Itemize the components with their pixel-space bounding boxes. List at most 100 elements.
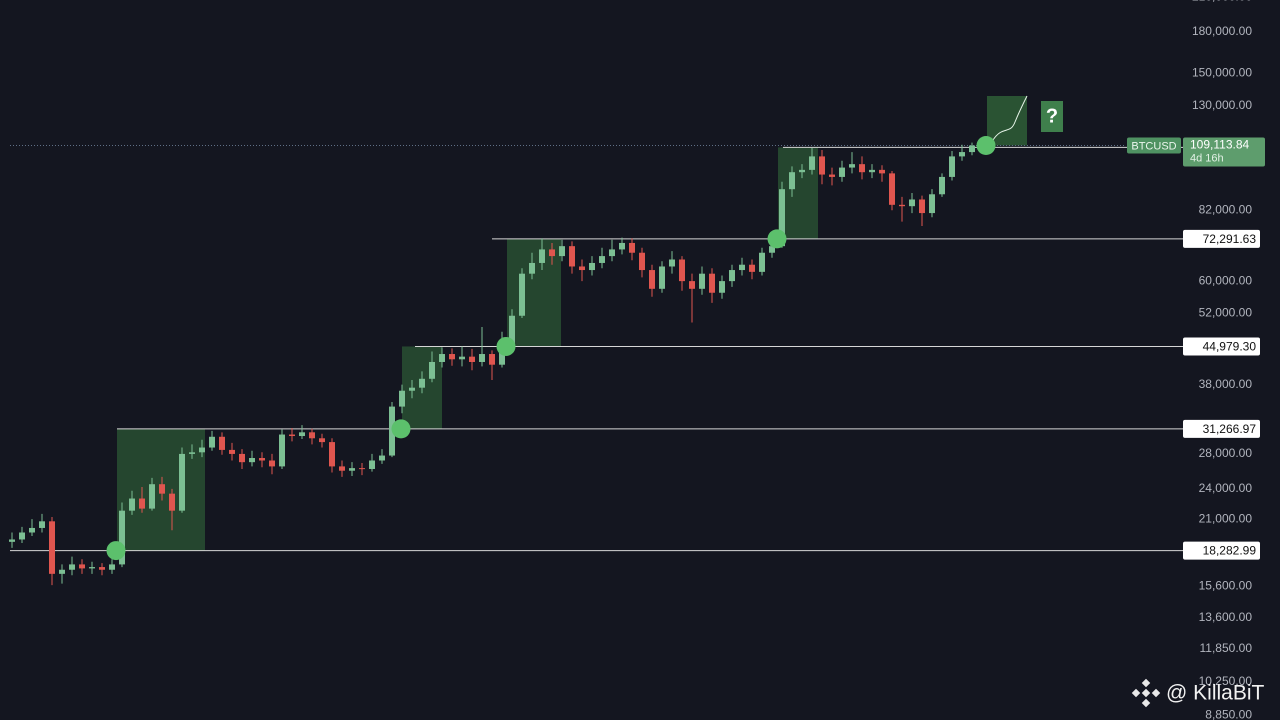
candle-body <box>69 564 75 570</box>
candle-body <box>499 346 505 365</box>
y-tick-label: 11,850.00 <box>1200 641 1253 655</box>
candle-body <box>349 468 355 471</box>
candle-body <box>399 390 405 407</box>
candle-body <box>549 249 555 257</box>
candle-body <box>119 510 125 565</box>
candle-body <box>139 498 145 509</box>
candle-body <box>59 569 65 574</box>
candle-body <box>759 252 765 272</box>
y-tick-label: 8,850.00 <box>1205 707 1252 720</box>
candle-body <box>179 453 185 511</box>
candle-body <box>29 527 35 533</box>
candle-body <box>289 434 295 437</box>
candle-body <box>129 498 135 511</box>
candle-body <box>789 172 795 190</box>
candle-body <box>969 145 975 153</box>
y-tick-label: 21,000.00 <box>1199 511 1253 525</box>
candle-body <box>409 387 415 391</box>
candle-body <box>9 539 15 542</box>
candle-body <box>319 438 325 443</box>
candle-body <box>569 246 575 267</box>
y-tick-label: 180,000.00 <box>1192 24 1252 38</box>
candle-body <box>899 204 905 207</box>
y-tick-label: 28,000.00 <box>1199 446 1253 460</box>
candle-body <box>509 315 515 347</box>
plot-front: 210,000.00 180,000.00 150,000.00 130,000.00… <box>106 0 1265 720</box>
candle-body <box>189 452 195 454</box>
candle-body <box>329 442 335 467</box>
candle-body <box>929 194 935 214</box>
y-tick-label: 130,000.00 <box>1192 98 1252 112</box>
candle-body <box>109 564 115 570</box>
level-label: 31,266.97 <box>1203 422 1257 436</box>
y-tick-label: 210,000.00 <box>1192 0 1252 3</box>
candle-body <box>519 273 525 316</box>
candle-body <box>659 266 665 289</box>
candle-body <box>369 460 375 469</box>
candle-body <box>559 246 565 257</box>
level-label: 18,282.99 <box>1203 544 1257 558</box>
level-label-box <box>1183 419 1260 438</box>
candle-body <box>729 270 735 282</box>
candle-body <box>539 249 545 263</box>
candle-body <box>19 532 25 540</box>
breakout-marker <box>391 419 411 439</box>
candle-body <box>859 164 865 173</box>
candle-body <box>209 436 215 448</box>
candle-body <box>619 242 625 250</box>
annotation-box <box>1041 101 1063 132</box>
watermark-text: @ KillaBiT <box>1166 682 1265 705</box>
candle-body <box>89 567 95 569</box>
y-tick-label: 52,000.00 <box>1199 306 1253 320</box>
candle-body <box>149 484 155 509</box>
symbol-tag <box>1127 137 1181 154</box>
candle-body <box>849 164 855 168</box>
y-tick-label: 82,000.00 <box>1199 202 1253 216</box>
candle-body <box>819 156 825 175</box>
candle-body <box>159 484 165 494</box>
candle-body <box>579 266 585 271</box>
candle-body <box>829 174 835 177</box>
candle-body <box>839 167 845 177</box>
price-tag <box>1183 137 1265 167</box>
breakout-marker <box>767 229 787 249</box>
candle-body <box>779 189 785 247</box>
candle-body <box>359 468 365 470</box>
candle-body <box>339 466 345 471</box>
level-label-box <box>1183 541 1260 560</box>
candle-body <box>419 378 425 388</box>
candle-body <box>199 447 205 453</box>
candle-body <box>219 436 225 450</box>
candle-body <box>699 273 705 289</box>
candle-body <box>889 173 895 205</box>
candle-body <box>469 356 475 362</box>
y-tick-label: 38,000.00 <box>1199 377 1253 391</box>
candle-body <box>429 361 435 379</box>
projection-box <box>987 96 1027 146</box>
y-tick-label: 15,600.00 <box>1199 579 1253 593</box>
candle-body <box>749 264 755 272</box>
candle-body <box>629 242 635 253</box>
candle-body <box>959 152 965 157</box>
candle-body <box>269 460 275 467</box>
breakout-marker <box>106 541 126 561</box>
candle-body <box>719 281 725 293</box>
candle-body <box>909 199 915 207</box>
candle-body <box>459 356 465 360</box>
level-label: 72,291.63 <box>1203 232 1257 246</box>
candle-body <box>79 564 85 569</box>
candle-body <box>479 354 485 362</box>
candle-body <box>869 169 875 173</box>
y-tick-label: 13,600.00 <box>1199 610 1253 624</box>
projection-arrow <box>992 95 1028 141</box>
candle-body <box>249 458 255 463</box>
candle-body <box>589 262 595 271</box>
candle-body <box>439 354 445 362</box>
candle-body <box>239 453 245 463</box>
candle-body <box>299 432 305 437</box>
y-tick-label: 150,000.00 <box>1192 66 1252 80</box>
annotation: ? <box>1046 105 1058 127</box>
plot-marks <box>9 142 975 586</box>
